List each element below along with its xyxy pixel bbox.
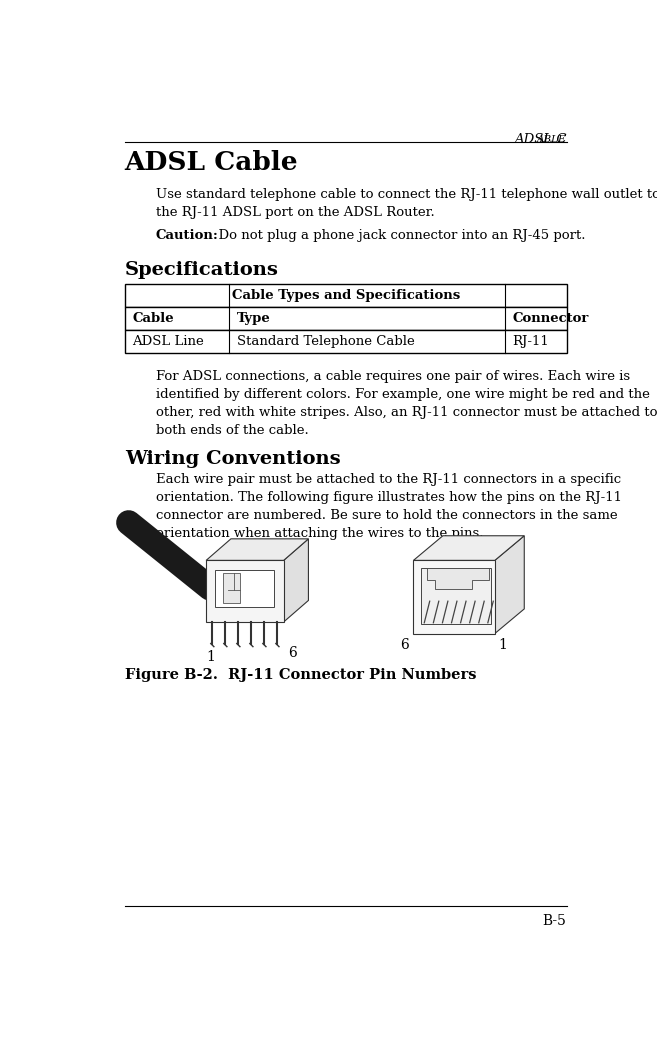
Text: Each wire pair must be attached to the RJ-11 connectors in a specific: Each wire pair must be attached to the R… (156, 473, 621, 486)
Text: Standard Telephone Cable: Standard Telephone Cable (237, 336, 415, 348)
Text: ADSL Line: ADSL Line (133, 336, 204, 348)
Text: orientation. The following figure illustrates how the pins on the RJ-11: orientation. The following figure illust… (156, 491, 622, 503)
Text: Specifications: Specifications (125, 260, 279, 279)
Text: RJ-11: RJ-11 (512, 336, 549, 348)
Polygon shape (206, 561, 284, 622)
Text: Cable Types and Specifications: Cable Types and Specifications (231, 289, 460, 302)
Text: Caution:: Caution: (156, 228, 219, 242)
Polygon shape (413, 536, 524, 561)
Text: Type: Type (237, 313, 271, 325)
Text: identified by different colors. For example, one wire might be red and the: identified by different colors. For exam… (156, 389, 650, 401)
Polygon shape (284, 539, 308, 622)
Text: ADSL Cable: ADSL Cable (125, 150, 298, 175)
Text: ABLE: ABLE (537, 135, 566, 144)
Text: connector are numbered. Be sure to hold the connectors in the same: connector are numbered. Be sure to hold … (156, 508, 618, 522)
Text: orientation when attaching the wires to the pins.: orientation when attaching the wires to … (156, 527, 484, 540)
Text: Figure B-2.  RJ-11 Connector Pin Numbers: Figure B-2. RJ-11 Connector Pin Numbers (125, 668, 476, 683)
Text: Connector: Connector (512, 313, 589, 325)
Polygon shape (215, 570, 275, 606)
Text: B-5: B-5 (543, 914, 566, 927)
Text: other, red with white stripes. Also, an RJ-11 connector must be attached to: other, red with white stripes. Also, an … (156, 406, 657, 419)
Bar (125, 307, 566, 330)
Polygon shape (223, 573, 240, 602)
Text: 1: 1 (206, 650, 215, 665)
Text: Use standard telephone cable to connect the RJ-11 telephone wall outlet to: Use standard telephone cable to connect … (156, 189, 657, 201)
Polygon shape (428, 568, 489, 589)
Text: the RJ-11 ADSL port on the ADSL Router.: the RJ-11 ADSL port on the ADSL Router. (156, 206, 434, 219)
Text: Do not plug a phone jack connector into an RJ-45 port.: Do not plug a phone jack connector into … (210, 228, 585, 242)
Text: Wiring Conventions: Wiring Conventions (125, 449, 340, 468)
Polygon shape (413, 561, 495, 634)
Text: Cable: Cable (133, 313, 174, 325)
Text: ADSL C: ADSL C (514, 132, 566, 146)
Polygon shape (495, 536, 524, 634)
Polygon shape (206, 539, 308, 561)
Polygon shape (421, 568, 491, 624)
Bar (125, 284, 566, 307)
Text: 1: 1 (498, 638, 507, 652)
Text: both ends of the cable.: both ends of the cable. (156, 424, 309, 438)
Text: For ADSL connections, a cable requires one pair of wires. Each wire is: For ADSL connections, a cable requires o… (156, 370, 630, 383)
Text: 6: 6 (400, 638, 409, 652)
Bar (125, 330, 566, 353)
Text: 6: 6 (288, 646, 297, 660)
